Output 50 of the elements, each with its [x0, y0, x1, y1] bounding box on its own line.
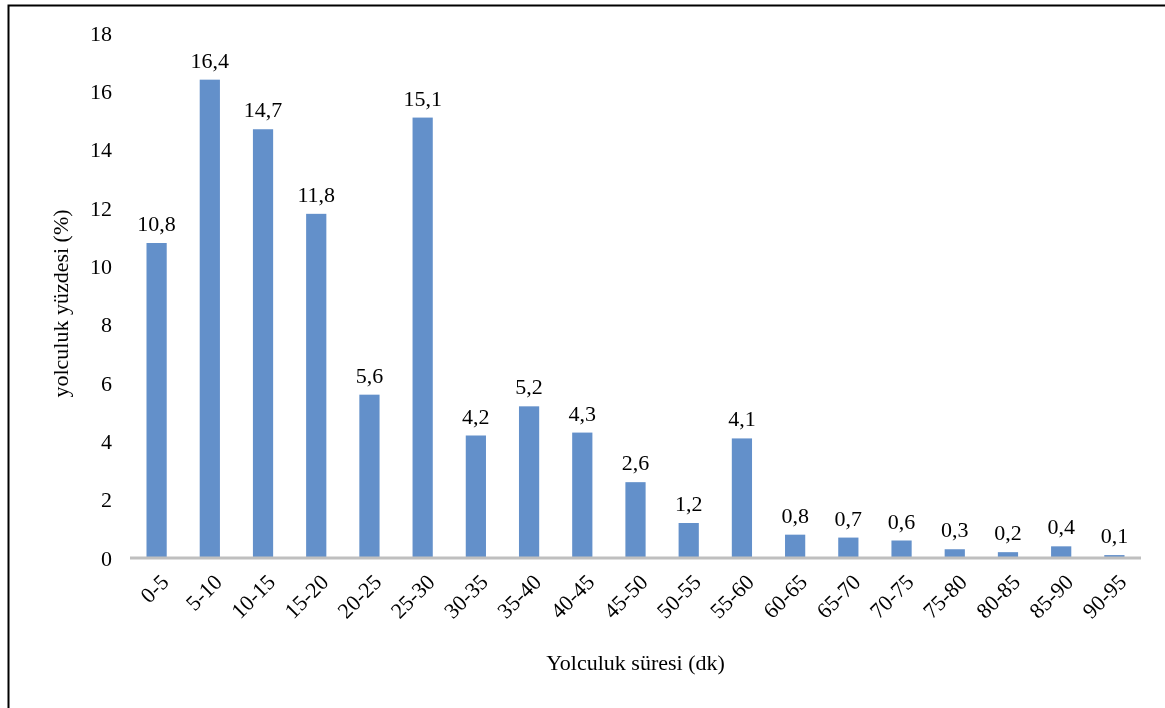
bar — [944, 549, 965, 558]
y-axis-title: yolculuk yüzdesi (%) — [48, 209, 73, 398]
bar — [731, 438, 753, 558]
bar — [465, 435, 486, 558]
y-tick-label: 12 — [90, 195, 112, 221]
data-label: 5,6 — [355, 362, 384, 388]
data-label: 0,7 — [834, 505, 863, 531]
data-label: 4,3 — [568, 400, 597, 426]
y-tick-label: 0 — [101, 545, 112, 571]
data-label: 1,2 — [674, 491, 703, 516]
x-axis-title: Yolculuk süresi (dk) — [546, 650, 725, 675]
bar — [625, 482, 646, 558]
data-label: 10,8 — [137, 211, 176, 236]
bar — [412, 117, 433, 558]
data-label: 14,7 — [243, 97, 283, 123]
y-tick-label: 2 — [101, 487, 112, 513]
data-label: 0,6 — [887, 508, 916, 534]
y-tick-label: 10 — [90, 254, 112, 280]
bar — [518, 406, 540, 558]
bar — [891, 540, 912, 558]
data-label: 5,2 — [515, 374, 543, 400]
data-label: 16,4 — [190, 47, 230, 73]
data-label: 0,8 — [781, 502, 809, 528]
data-label: 15,1 — [403, 85, 442, 111]
data-label: 0,4 — [1047, 514, 1075, 540]
data-label: 0,3 — [941, 517, 969, 543]
y-tick-label: 4 — [101, 429, 112, 455]
data-label: 2,6 — [621, 450, 650, 476]
bar — [306, 213, 327, 558]
bar — [572, 432, 593, 558]
bar — [199, 79, 220, 558]
bar — [678, 523, 699, 558]
data-label: 11,8 — [297, 181, 336, 207]
bar — [1051, 546, 1072, 558]
bar — [146, 243, 167, 558]
data-label: 4,1 — [728, 406, 756, 432]
y-tick-label: 14 — [90, 137, 112, 163]
bar — [838, 537, 859, 558]
data-label: 4,2 — [462, 403, 490, 429]
bar — [359, 394, 380, 558]
data-label: 0,1 — [1100, 523, 1129, 549]
data-label: 0,2 — [994, 520, 1022, 546]
x-tick-label: 5-10 — [180, 569, 227, 616]
y-tick-label: 6 — [101, 370, 112, 396]
bar — [785, 534, 806, 558]
y-tick-label: 18 — [90, 20, 112, 46]
bar — [252, 129, 274, 558]
y-tick-label: 8 — [101, 312, 112, 338]
x-tick-label: 0-5 — [135, 569, 174, 608]
y-tick-label: 16 — [90, 79, 112, 105]
